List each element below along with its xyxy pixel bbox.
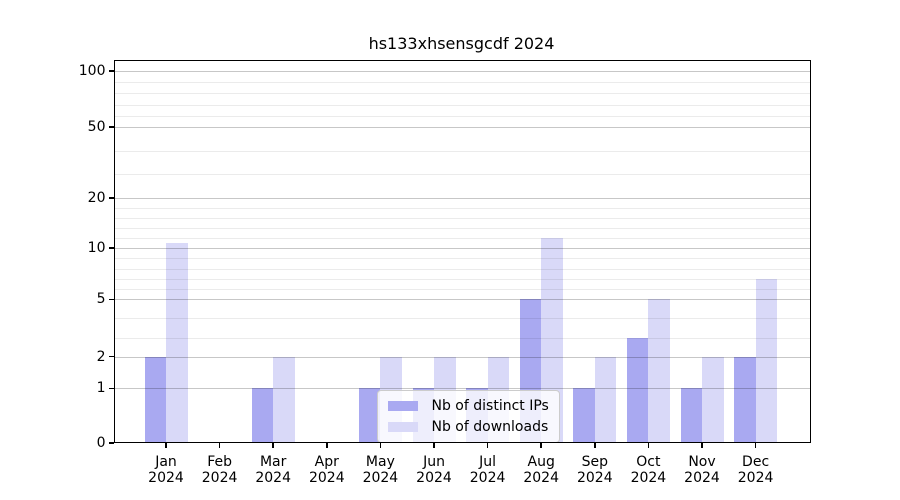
y-tick-label-5: 5 <box>96 291 106 308</box>
x-tick-label-feb: Feb 2024 <box>180 454 260 486</box>
y-tick-label-20: 20 <box>87 189 106 206</box>
y-tick-mark-100 <box>108 70 114 72</box>
x-tick-mark-oct <box>647 443 650 448</box>
x-tick-mark-sep <box>594 443 596 448</box>
y-tick-label-2: 2 <box>96 348 106 365</box>
x-tick-year-may: 2024 <box>362 470 399 486</box>
bar-downloads-sep <box>594 356 617 443</box>
legend: Nb of distinct IPs Nb of downloads <box>376 390 560 443</box>
x-tick-year-dec: 2024 <box>737 470 774 486</box>
x-tick-mark-feb <box>218 443 221 448</box>
y-tick-mark-1 <box>108 387 114 390</box>
x-tick-year-aug: 2024 <box>523 470 559 486</box>
x-tick-label-jan: Jan 2024 <box>126 454 206 486</box>
x-tick-label-apr: Apr 2024 <box>287 454 367 486</box>
x-tick-mark-mar <box>272 443 274 448</box>
x-tick-year-mar: 2024 <box>255 470 291 486</box>
y-tick-mark-2 <box>108 355 114 358</box>
x-tick-mark-jan <box>165 443 167 448</box>
x-tick-mark-aug <box>540 443 542 448</box>
y-tick-mark-10 <box>108 247 114 249</box>
bar-downloads-jan <box>166 243 188 443</box>
x-tick-mark-dec <box>754 443 757 448</box>
x-tick-label-jun: Jun 2024 <box>394 454 474 486</box>
legend-label-downloads: Nb of downloads <box>431 419 549 435</box>
x-tick-year-sep: 2024 <box>576 470 613 486</box>
bar-distinct-ips-may <box>358 388 381 443</box>
legend-swatch-downloads <box>387 422 418 432</box>
y-tick-label-0: 0 <box>96 435 106 451</box>
x-tick-year-jul: 2024 <box>469 470 506 486</box>
y-tick-label-1: 1 <box>96 380 106 397</box>
x-tick-mark-nov <box>701 443 703 448</box>
y-tick-mark-50 <box>108 126 114 128</box>
bar-distinct-ips-oct <box>626 337 649 443</box>
x-tick-label-jul: Jul 2024 <box>448 454 528 486</box>
legend-item-downloads: Nb of downloads <box>387 419 549 435</box>
x-tick-mark-jun <box>433 443 435 448</box>
x-tick-year-feb: 2024 <box>201 470 238 486</box>
bar-downloads-nov <box>702 356 724 443</box>
bar-downloads-oct <box>648 299 670 443</box>
x-tick-year-oct: 2024 <box>630 470 667 486</box>
bar-downloads-dec <box>755 278 778 443</box>
legend-label-distinct-ips: Nb of distinct IPs <box>431 398 549 414</box>
legend-swatch-distinct-ips <box>387 401 418 411</box>
x-tick-year-apr: 2024 <box>308 470 345 486</box>
chart-title: hs133xhsensgcdf 2024 <box>368 34 555 53</box>
x-tick-mark-jul <box>486 443 489 448</box>
x-tick-label-mar: Mar 2024 <box>233 454 313 486</box>
bar-distinct-ips-jan <box>144 356 166 443</box>
bar-downloads-mar <box>273 356 295 443</box>
y-tick-mark-0 <box>108 442 114 444</box>
x-tick-label-oct: Oct 2024 <box>608 454 688 486</box>
x-tick-year-jun: 2024 <box>416 470 452 486</box>
bar-distinct-ips-dec <box>734 356 756 443</box>
x-tick-year-nov: 2024 <box>684 470 720 486</box>
x-tick-mark-apr <box>326 443 328 448</box>
bar-distinct-ips-nov <box>680 388 702 443</box>
y-tick-mark-5 <box>108 298 114 301</box>
legend-layer: Nb of distinct IPs Nb of downloads <box>114 60 811 443</box>
y-tick-label-100: 100 <box>78 62 106 79</box>
y-tick-label-50: 50 <box>87 118 106 135</box>
x-tick-label-dec: Dec 2024 <box>716 454 796 486</box>
y-tick-label-10: 10 <box>87 240 106 256</box>
x-tick-label-may: May 2024 <box>340 454 420 486</box>
plot-area: Nb of distinct IPs Nb of downloads <box>113 60 811 443</box>
bar-distinct-ips-mar <box>251 388 274 443</box>
x-tick-label-nov: Nov 2024 <box>662 454 742 486</box>
y-tick-mark-20 <box>108 197 114 199</box>
x-tick-mark-may <box>379 443 382 448</box>
legend-item-distinct-ips: Nb of distinct IPs <box>387 398 549 414</box>
x-tick-year-jan: 2024 <box>148 470 184 486</box>
x-tick-label-aug: Aug 2024 <box>501 454 581 486</box>
bar-distinct-ips-sep <box>573 388 595 443</box>
x-tick-label-sep: Sep 2024 <box>555 454 635 486</box>
